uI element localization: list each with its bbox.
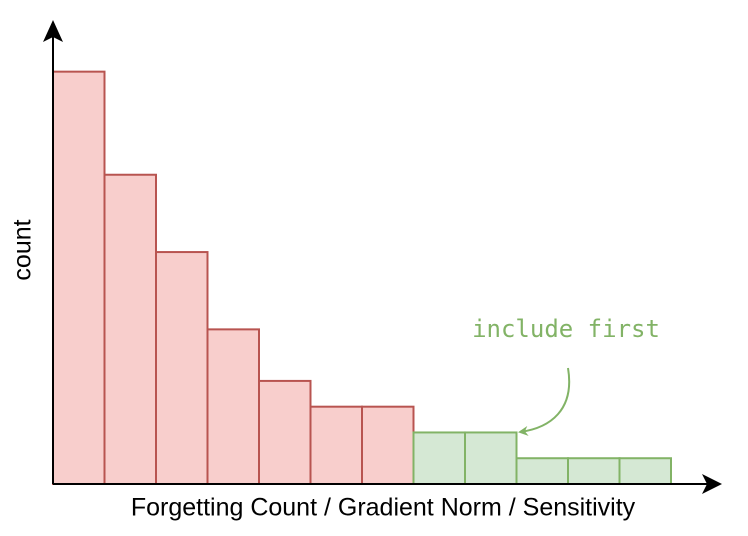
bar (567, 457, 621, 486)
bar (206, 328, 260, 485)
annotation-arrow (518, 367, 571, 436)
bar (464, 431, 518, 486)
bar (155, 251, 209, 485)
annotation: include first (472, 315, 660, 343)
bar (618, 457, 672, 486)
bar (309, 405, 363, 485)
bar (258, 379, 312, 485)
x-axis-label: Forgetting Count / Gradient Norm / Sensi… (131, 494, 636, 522)
bar (412, 431, 466, 486)
bar (361, 405, 415, 485)
bar (515, 457, 569, 486)
x-axis-arrow (702, 474, 722, 494)
bar (52, 70, 106, 486)
bar (103, 173, 157, 485)
y-axis-arrow (43, 20, 63, 42)
y-axis-label: count (9, 219, 37, 280)
bars (52, 70, 672, 486)
